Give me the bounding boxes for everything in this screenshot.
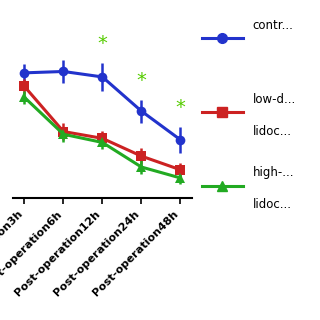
Text: lidoc...: lidoc... — [253, 124, 292, 138]
Text: *: * — [98, 34, 107, 53]
Text: lidoc...: lidoc... — [253, 198, 292, 211]
Text: *: * — [136, 71, 146, 90]
Text: *: * — [175, 98, 185, 117]
Text: high-...: high-... — [253, 166, 294, 179]
Text: low-d...: low-d... — [253, 92, 296, 106]
Text: contr...: contr... — [253, 19, 294, 32]
